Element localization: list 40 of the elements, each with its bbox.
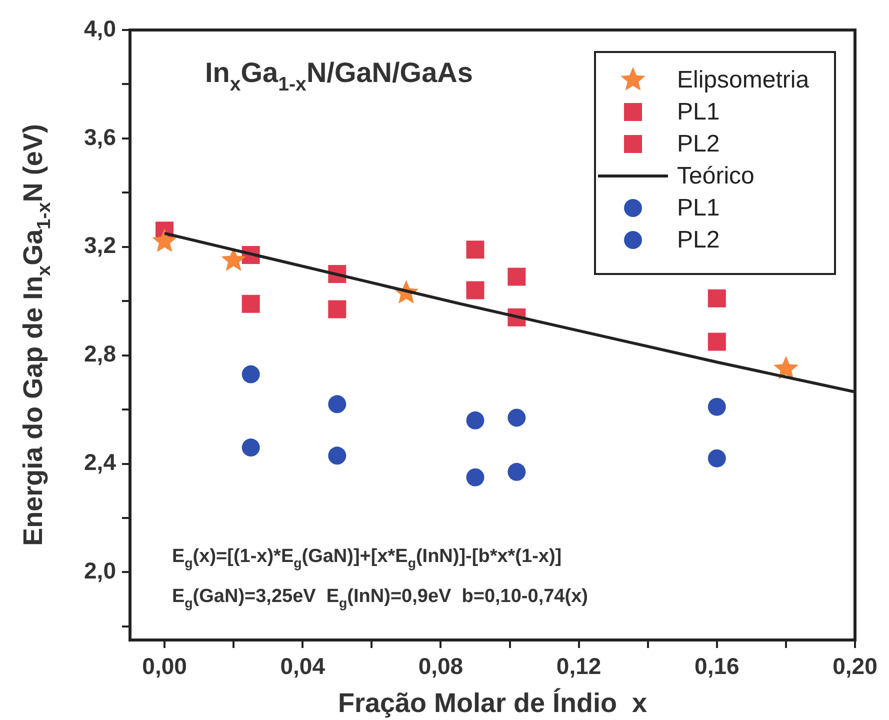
point [508,408,526,427]
point [708,289,726,308]
point [774,356,798,380]
point [242,294,260,313]
legend-label: PL1 [677,98,720,126]
point [221,247,246,271]
point [508,462,526,481]
point [328,395,346,414]
legend-label: PL1 [677,194,720,222]
legend-label: Teórico [677,162,754,190]
point [466,411,484,430]
y-tick-label: 3,2 [84,232,116,258]
point [242,438,260,457]
legend-label: PL2 [677,130,720,158]
legend-label: PL2 [677,226,720,254]
x-tick-label: 0,08 [418,653,464,680]
x-tick-label: 0,04 [280,653,326,680]
point [466,240,484,259]
point [508,268,526,286]
x-tick-label: 0,00 [142,653,187,680]
legend-label: Elipsometria [677,66,810,94]
point [466,281,484,300]
y-tick-label: 3,6 [84,124,116,150]
x-tick-label: 0,16 [694,653,740,680]
x-axis-title: Fração Molar de Índio x [338,688,648,718]
point [328,300,346,318]
point [708,332,726,351]
y-tick-label: 2,8 [84,340,116,367]
x-tick-label: 0,12 [556,653,602,680]
y-tick-label: 4,0 [84,15,116,42]
y-tick-label: 2,0 [84,558,116,584]
point [242,365,260,384]
point [466,468,484,486]
x-tick-label: 0,20 [832,653,878,680]
point [708,398,726,416]
y-axis-title: Energia do Gap de InxGa1-xN (eV) [18,124,56,546]
y-tick-label: 2,4 [84,449,116,476]
point [152,228,177,252]
point [328,446,346,465]
point [708,449,726,468]
